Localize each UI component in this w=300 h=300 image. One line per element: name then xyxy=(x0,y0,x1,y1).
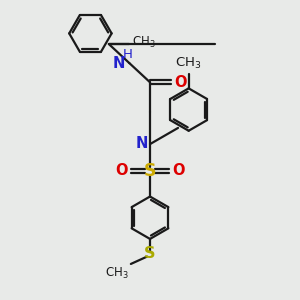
Text: CH$_3$: CH$_3$ xyxy=(105,266,128,280)
Text: O: O xyxy=(173,163,185,178)
Text: S: S xyxy=(144,246,156,261)
Text: CH$_3$: CH$_3$ xyxy=(176,56,202,71)
Text: H: H xyxy=(123,48,133,61)
Text: N: N xyxy=(112,56,125,71)
Text: O: O xyxy=(115,163,127,178)
Text: N: N xyxy=(135,136,148,151)
Text: CH$_3$: CH$_3$ xyxy=(132,35,156,50)
Text: S: S xyxy=(144,162,156,180)
Text: O: O xyxy=(174,75,187,90)
